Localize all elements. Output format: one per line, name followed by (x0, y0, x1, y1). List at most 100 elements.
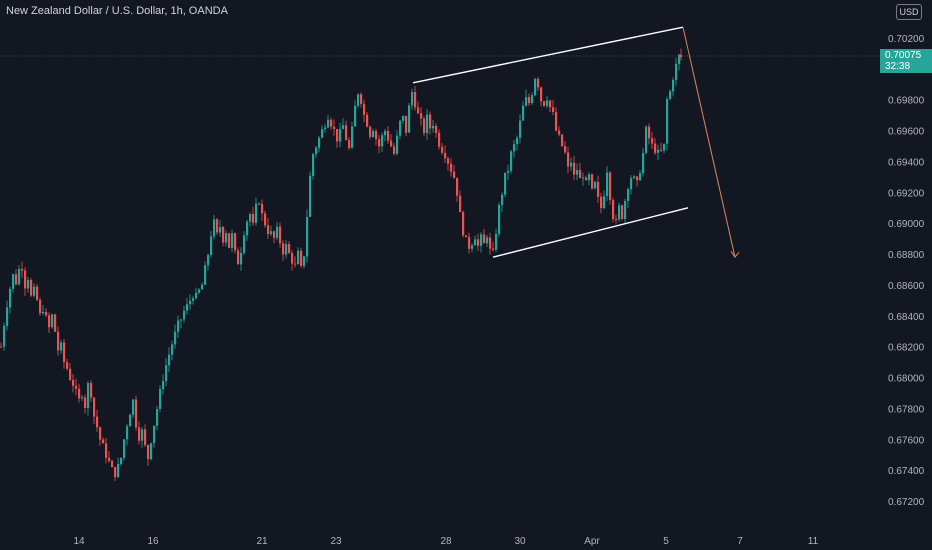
candle (276, 221, 279, 241)
candle (513, 139, 516, 158)
candle (660, 142, 663, 152)
candle (324, 123, 327, 133)
candle (129, 413, 132, 427)
candle (279, 222, 282, 248)
candle (444, 145, 447, 164)
candle (405, 115, 408, 137)
candle (231, 229, 234, 253)
projection-arrow-line[interactable] (682, 27, 736, 258)
candle (27, 276, 30, 293)
candle (675, 57, 678, 86)
candle (669, 89, 672, 101)
candle (192, 295, 195, 305)
candle (225, 230, 228, 247)
candle (12, 273, 15, 293)
candle (204, 261, 207, 285)
candle (429, 111, 432, 135)
candle (447, 156, 450, 172)
candle (597, 175, 600, 204)
candle (468, 232, 471, 254)
upper-channel-trendline[interactable] (412, 26, 684, 84)
candle (285, 240, 288, 259)
candle (558, 126, 561, 137)
price-axis-tick: 0.68200 (888, 343, 925, 354)
candle (96, 409, 99, 432)
candle (474, 235, 477, 246)
candle (420, 107, 423, 126)
candle (672, 77, 675, 97)
candle (555, 107, 558, 132)
candle (408, 102, 411, 133)
candle (498, 202, 501, 237)
candle (522, 101, 525, 121)
candle (450, 158, 453, 177)
candle (591, 173, 594, 191)
candle (354, 100, 357, 127)
candle (93, 396, 96, 425)
time-axis[interactable]: 14 16 21 23 28 30 Apr 5 7 11 (73, 536, 818, 547)
candle (78, 383, 81, 403)
candle (315, 145, 318, 159)
candle (222, 225, 225, 247)
candle (621, 204, 624, 221)
candle (219, 220, 222, 237)
price-axis-tick: 0.69200 (888, 188, 925, 199)
candle (66, 358, 69, 371)
candle (15, 269, 18, 286)
lower-channel-trendline[interactable] (492, 207, 689, 258)
candle (69, 362, 72, 381)
candle (600, 192, 603, 214)
candle (384, 128, 387, 142)
candle (657, 144, 660, 161)
candle (54, 313, 57, 333)
candle (174, 324, 177, 349)
candle (210, 230, 213, 258)
candle (291, 250, 294, 271)
candle-countdown: 32:38 (885, 61, 911, 72)
candle (30, 277, 33, 298)
candle (402, 115, 405, 124)
candle (0, 342, 3, 348)
candle (680, 48, 683, 61)
candle (270, 225, 273, 237)
candle (24, 267, 27, 296)
candle (612, 197, 615, 223)
candle (366, 112, 369, 128)
time-axis-tick: 30 (514, 536, 526, 547)
candle (183, 305, 186, 323)
candle (567, 146, 570, 174)
candle (288, 241, 291, 254)
candle (360, 92, 363, 108)
candle (261, 199, 264, 221)
candle (399, 119, 402, 140)
candle (162, 374, 165, 395)
candle (363, 99, 366, 123)
candle (99, 426, 102, 446)
candle (333, 119, 336, 136)
candle (564, 141, 567, 154)
candle (39, 297, 42, 316)
candle (630, 175, 633, 195)
candle (312, 152, 315, 180)
time-axis-tick: 21 (256, 536, 268, 547)
candle (432, 119, 435, 133)
candle (423, 116, 426, 137)
candle (309, 171, 312, 218)
candle (57, 326, 60, 356)
candle (342, 118, 345, 130)
candle (414, 85, 417, 111)
candle (492, 241, 495, 252)
candle (504, 172, 507, 198)
candle (480, 232, 483, 253)
time-axis-tick: 16 (147, 536, 159, 547)
currency-badge[interactable]: USD (896, 4, 922, 20)
candle (138, 421, 141, 445)
price-axis[interactable]: 0.70200 0.69800 0.69600 0.69400 0.69200 0.690… (888, 34, 925, 508)
candle (246, 219, 249, 241)
candle (108, 451, 111, 463)
candle (216, 218, 219, 236)
candle (528, 93, 531, 107)
candle (234, 232, 237, 254)
candle (318, 136, 321, 153)
